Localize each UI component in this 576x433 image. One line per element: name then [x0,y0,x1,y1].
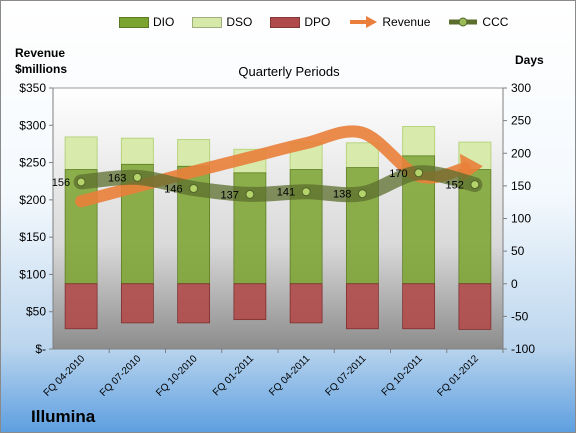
legend-swatch-dpo [270,16,301,28]
left-axis-title-line1: Revenue [15,46,66,60]
ccc-data-label: 146 [164,183,182,195]
left-axis-title-line2: $millions [15,62,68,76]
left-axis-tick-label: $- [35,342,46,356]
ccc-data-label: 163 [108,172,126,184]
left-axis-tick-label: $300 [19,118,46,132]
right-axis-tick-label: 100 [511,212,531,226]
left-axis-tick-label: $250 [19,156,46,170]
left-axis-tick-label: $150 [19,230,46,244]
right-axis-tick-label: 0 [511,277,518,291]
x-axis-tick-label: FQ 01-2012 [435,353,481,399]
dso-bar [345,142,379,169]
ccc-marker [76,177,86,187]
dso-bar [64,136,98,171]
right-axis-tick-label: 150 [511,179,531,193]
x-axis-tick-label: FQ 10-2010 [154,353,200,399]
left-axis-tick-label: $50 [26,305,46,319]
legend-label-dpo: DPO [304,15,331,29]
legend-item-ccc: CCC [448,15,508,29]
right-axis-tick-label: -50 [511,309,529,323]
left-axis-tick-label: $350 [19,81,46,95]
left-axis-tick-label: $200 [19,193,46,207]
dso-bar [120,137,154,165]
right-axis-title: Days [515,53,544,67]
dpo-bar [458,283,492,330]
ccc-line [73,165,483,203]
dpo-bar [64,283,98,330]
legend-arrow-icon [350,16,378,28]
legend-swatch-dio [119,16,149,28]
legend-swatch-dso [192,16,223,28]
dpo-bar [233,283,267,321]
x-axis-tick-label: FQ 07-2010 [98,353,144,399]
x-axis-tick-label: FQ 04-2011 [267,353,312,398]
legend-item-dio: DIO [119,15,174,29]
right-axis-tick-label: 50 [511,244,525,258]
chart-title: Quarterly Periods [238,64,340,79]
ccc-marker [245,189,255,199]
legend-label-ccc: CCC [482,15,509,29]
ccc-marker [189,183,199,193]
legend-label-revenue: Revenue [382,15,431,29]
ccc-marker [470,180,480,190]
dpo-bar [345,283,379,330]
right-axis-tick-label: 200 [511,146,531,160]
ccc-marker [357,189,367,199]
ccc-data-label: 138 [333,189,351,201]
ccc-marker [132,172,142,182]
x-axis-tick-label: FQ 07-2011 [324,353,369,398]
ccc-data-label: 152 [446,180,464,192]
dpo-bar [402,283,436,330]
ccc-data-label: 141 [277,187,295,199]
x-axis-tick-label: FQ 04-2010 [42,353,88,399]
legend-item-dpo: DPO [270,15,330,29]
legend-label-dio: DIO [153,15,175,29]
ccc-data-label: 137 [221,189,239,201]
dpo-bar [120,283,154,324]
right-axis-tick-label: -100 [511,342,535,356]
x-axis-tick-label: FQ 01-2011 [211,353,256,398]
company-name: Illumina [31,407,96,426]
ccc-marker [301,187,311,197]
left-axis-tick-label: $100 [19,267,46,281]
ccc-data-label: 170 [389,168,407,180]
legend: DIO DSO DPO Revenue CCC [119,15,526,29]
legend-item-dso: DSO [192,15,252,29]
ccc-data-label: 156 [52,177,70,189]
dso-bar [177,139,211,167]
plot-area [52,87,504,350]
legend-item-revenue: Revenue [348,15,430,29]
dpo-bar [289,283,323,324]
legend-line-marker-icon [449,17,478,27]
right-axis-tick-label: 250 [511,114,531,128]
x-axis-tick-label: FQ 10-2011 [380,353,425,398]
legend-label-dso: DSO [226,15,253,29]
dpo-bar [177,283,211,324]
left-axis-title: Revenue $millions [15,45,67,77]
ccc-marker [414,168,424,178]
dso-bar [402,125,436,157]
right-axis-tick-label: 300 [511,81,531,95]
